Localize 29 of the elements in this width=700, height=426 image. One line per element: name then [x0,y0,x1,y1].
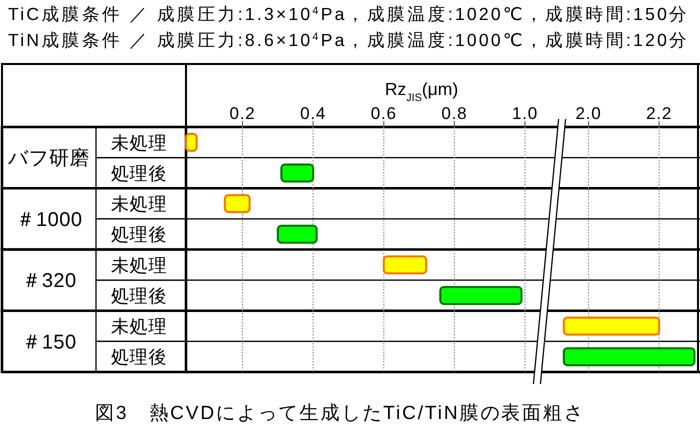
y-tick-label: 未処理 [111,316,167,337]
y-tick-label: 未処理 [111,255,167,276]
y-tick-label: 処理後 [111,224,167,245]
y-tick-label: 処理後 [111,163,167,184]
caption: 図3 熱CVDによって生成したTiC/TiN膜の表面粗さ [95,403,585,424]
bar [382,255,428,274]
bar [439,286,522,305]
x-tick-label: 1.0 [512,104,538,123]
y-tick-label: 未処理 [111,194,167,214]
y-tick-label: 処理後 [111,286,167,306]
x-tick-label: 0.2 [229,104,256,123]
bar [224,194,251,214]
bar [280,163,314,182]
y-tick-label: 処理後 [111,347,167,368]
chart-subtitle: TiN成膜条件 ／ 成膜圧力:8.6×10$^{4}$Pa，成膜温度:1000℃，成膜時間:120分 [8,30,690,50]
text: ＃1000 [16,208,82,231]
x-tick-label: 0.8 [441,104,468,123]
x-axis-title: Rz$_{JIS}$(μm) [384,79,458,104]
text: ＃320 [21,270,77,292]
text: バフ研磨 [7,148,90,170]
x-tick-label: 2.0 [576,104,602,123]
x-tick-label: 0.6 [370,104,397,123]
x-tick-label: 2.2 [646,104,672,123]
chart-title: TiC成膜条件 ／ 成膜圧力:1.3×10$^{4}$Pa，成膜温度:1020℃，成膜時間:150分 [8,4,690,24]
bar [185,132,198,152]
y-tick-label: 未処理 [111,132,167,153]
x-tick-label: 0.4 [300,104,326,123]
bar [276,224,318,244]
text: ＃150 [21,331,77,354]
